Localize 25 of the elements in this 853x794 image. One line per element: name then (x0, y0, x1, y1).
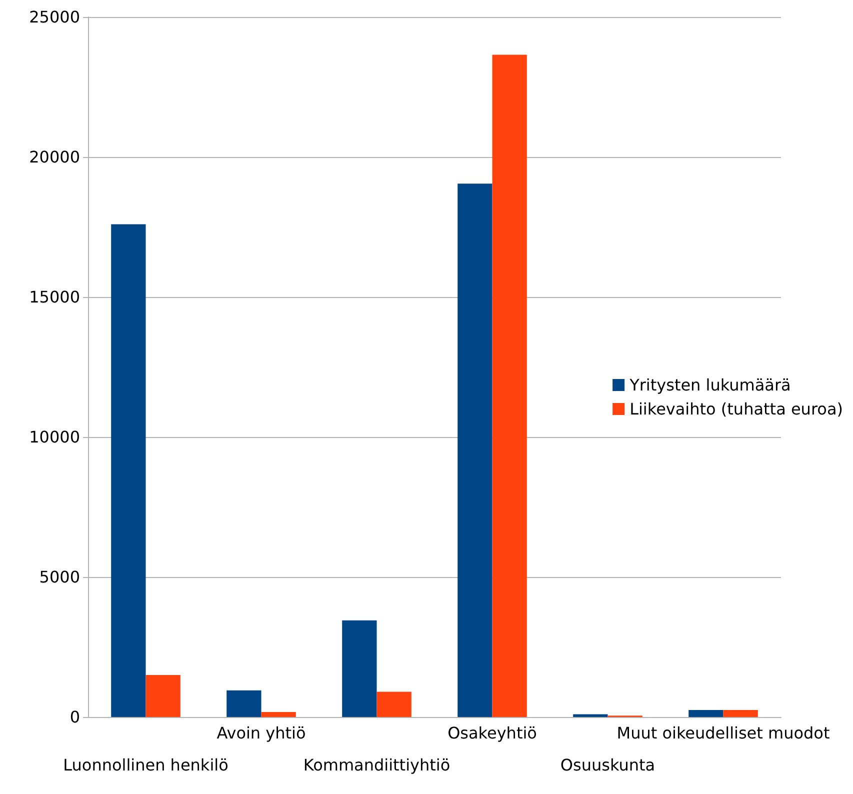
x-tick-label: Osakeyhtiö (448, 724, 537, 742)
y-tick-label: 5000 (39, 568, 80, 586)
legend-label: Liikevaihto (tuhatta euroa) (630, 400, 843, 418)
y-tick-label: 15000 (29, 288, 80, 306)
bar (688, 710, 724, 717)
x-tick-label: Osuuskunta (560, 756, 656, 774)
bar (376, 692, 412, 717)
y-tick-label: 20000 (29, 148, 80, 166)
legend-label: Yritysten lukumäärä (628, 376, 791, 394)
y-tick-label: 0 (70, 708, 80, 726)
y-tick-label: 10000 (29, 428, 80, 446)
bar (342, 620, 377, 717)
bar (261, 712, 296, 717)
bar (458, 184, 492, 717)
bar (723, 710, 758, 717)
bar (226, 690, 262, 717)
bar (111, 224, 146, 717)
x-tick-label: Kommandiittiyhtiö (303, 756, 450, 774)
y-tick-label: 25000 (29, 8, 80, 26)
bar (573, 714, 608, 717)
bar (146, 675, 180, 717)
x-tick-label: Luonnollinen henkilö (63, 756, 228, 774)
x-tick-label: Avoin yhtiö (216, 724, 306, 742)
bar (492, 54, 527, 717)
x-tick-label: Muut oikeudelliset muodot (616, 724, 830, 742)
